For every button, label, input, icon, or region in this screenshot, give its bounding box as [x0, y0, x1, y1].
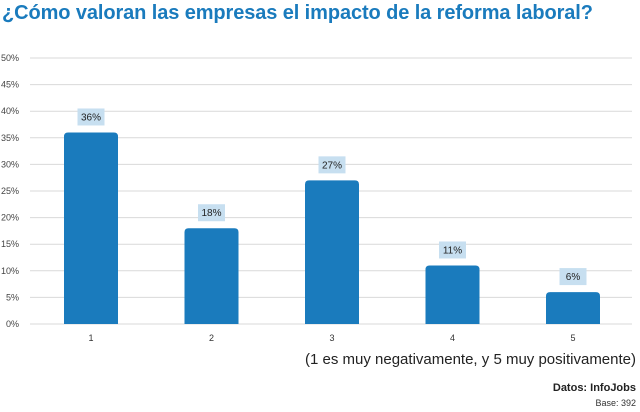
- bar-4: [425, 265, 480, 324]
- bar-3: [305, 180, 359, 324]
- data-label-bg: [77, 108, 105, 126]
- chart-title: ¿Cómo valoran las empresas el impacto de…: [2, 2, 593, 24]
- data-label-bg: [198, 204, 225, 222]
- data-label-bg: [439, 241, 466, 259]
- x-tick-label: 4: [450, 333, 455, 343]
- y-tick-label: 50%: [1, 53, 19, 63]
- base-note: Base: 392: [595, 398, 636, 408]
- x-tick-label: 3: [329, 333, 334, 343]
- x-axis-ticks: 1 2 3 4 5: [88, 333, 575, 343]
- y-tick-label: 5%: [6, 292, 19, 302]
- y-tick-label: 15%: [1, 239, 19, 249]
- data-label: 18%: [201, 208, 221, 219]
- y-axis-ticks: 0% 5% 10% 15% 20% 25% 30% 35% 40% 45% 50%: [1, 53, 19, 329]
- bars: [64, 132, 600, 324]
- data-label: 6%: [566, 272, 581, 283]
- data-labels: 36% 18% 27% 11% 6%: [77, 108, 587, 286]
- y-tick-label: 35%: [1, 133, 19, 143]
- data-label-bg: [559, 268, 587, 286]
- y-tick-label: 20%: [1, 213, 19, 223]
- y-tick-label: 30%: [1, 159, 19, 169]
- bar-2: [184, 228, 239, 324]
- source-note: Datos: InfoJobs: [552, 382, 636, 394]
- x-tick-label: 1: [88, 333, 93, 343]
- y-tick-label: 25%: [1, 186, 19, 196]
- y-tick-label: 10%: [1, 266, 19, 276]
- x-axis-label: (1 es muy negativamente, y 5 muy positiv…: [305, 351, 636, 368]
- bar-1: [64, 132, 118, 324]
- data-label: 11%: [443, 245, 462, 256]
- data-label-bg: [318, 156, 346, 174]
- x-tick-label: 5: [570, 333, 575, 343]
- y-tick-label: 40%: [1, 106, 19, 116]
- data-label: 27%: [322, 160, 342, 171]
- y-tick-label: 0%: [6, 319, 19, 329]
- bar-5: [546, 292, 600, 324]
- data-label: 36%: [81, 112, 101, 123]
- y-tick-label: 45%: [1, 80, 19, 90]
- x-tick-label: 2: [209, 333, 214, 343]
